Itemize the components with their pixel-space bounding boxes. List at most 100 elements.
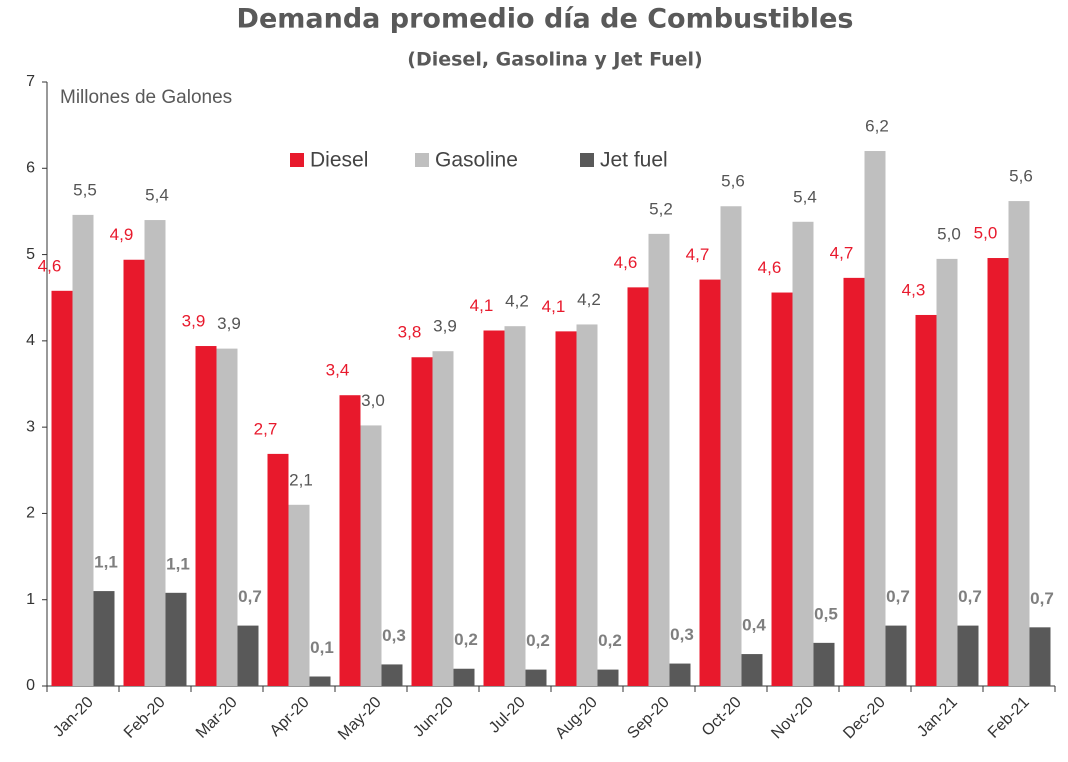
x-tick-label: Jul-20 <box>486 694 529 737</box>
bar <box>813 642 835 686</box>
data-label: 5,4 <box>793 187 817 206</box>
data-label: 5,4 <box>145 186 169 205</box>
data-label: 5,0 <box>937 224 961 243</box>
data-label: 5,2 <box>649 199 673 218</box>
data-label: 0,2 <box>454 630 478 649</box>
data-label: 3,9 <box>217 314 241 333</box>
x-tick-label: Mar-20 <box>193 694 241 742</box>
data-label: 4,2 <box>577 290 601 309</box>
y-tick-label: 0 <box>26 677 35 694</box>
bar <box>987 258 1009 686</box>
bar <box>771 292 793 686</box>
x-tick-label: Feb-21 <box>985 694 1033 742</box>
data-label: 2,1 <box>289 470 313 489</box>
x-tick-label: Jan-20 <box>50 694 97 741</box>
bar <box>669 663 691 686</box>
data-label: 0,1 <box>310 638 334 657</box>
bar <box>432 351 454 686</box>
y-tick-label: 6 <box>26 160 35 177</box>
data-label: 6,2 <box>865 117 889 136</box>
y-tick-label: 4 <box>26 332 35 349</box>
data-label: 1,1 <box>94 553 118 572</box>
x-tick-label: Oct-20 <box>699 694 745 740</box>
data-label: 3,4 <box>326 361 350 380</box>
y-tick-label: 2 <box>26 505 35 522</box>
data-label: 4,7 <box>830 243 854 262</box>
data-label: 0,2 <box>598 631 622 650</box>
x-tick-label: Aug-20 <box>552 694 601 743</box>
data-label: 5,5 <box>73 180 97 199</box>
x-tick-label: Jan-21 <box>914 694 961 741</box>
bar <box>216 348 238 686</box>
bar <box>885 625 907 686</box>
data-label: 0,3 <box>382 626 406 645</box>
data-label: 0,5 <box>814 604 838 623</box>
legend-label: Diesel <box>310 149 368 172</box>
legend-swatch <box>290 153 304 167</box>
bar <box>237 625 259 686</box>
data-label: 4,7 <box>686 245 710 264</box>
data-label: 0,7 <box>958 587 982 606</box>
bar <box>195 346 217 686</box>
data-label: 3,0 <box>361 391 385 410</box>
data-label: 5,6 <box>1009 167 1033 186</box>
data-label: 5,6 <box>721 172 745 191</box>
bar <box>504 326 526 686</box>
bar <box>525 669 547 686</box>
data-label: 4,3 <box>902 280 926 299</box>
bar <box>576 324 598 686</box>
bar <box>843 277 865 686</box>
data-label: 3,8 <box>398 323 422 342</box>
data-label: 4,1 <box>470 296 494 315</box>
bar <box>339 395 361 686</box>
bar <box>165 592 187 686</box>
chart-subtitle: (Diesel, Gasolina y Jet Fuel) <box>407 49 702 71</box>
data-label: 0,7 <box>238 587 262 606</box>
bar <box>597 669 619 686</box>
data-label: 4,9 <box>110 225 134 244</box>
bar <box>123 259 145 686</box>
data-label: 0,3 <box>670 625 694 644</box>
data-label: 1,1 <box>166 554 190 573</box>
bar <box>411 357 433 686</box>
legend-label: Jet fuel <box>600 149 668 172</box>
y-tick-label: 3 <box>26 418 35 435</box>
y-axis-label: Millones de Galones <box>60 87 232 108</box>
bar <box>51 290 73 686</box>
chart-title: Demanda promedio día de Combustibles <box>237 4 854 35</box>
bar <box>792 221 814 687</box>
legend-swatch <box>415 153 429 167</box>
data-label: 3,9 <box>433 317 457 336</box>
bar <box>915 314 937 686</box>
x-tick-label: Nov-20 <box>768 694 817 743</box>
y-tick-label: 7 <box>26 73 35 90</box>
data-label: 4,6 <box>614 253 638 272</box>
data-label: 0,7 <box>1030 589 1054 608</box>
x-tick-label: Jun-20 <box>410 694 457 741</box>
x-tick-label: Dec-20 <box>840 694 889 743</box>
bar <box>699 279 721 686</box>
data-label: 0,2 <box>526 631 550 650</box>
bar <box>741 654 763 686</box>
data-label: 4,6 <box>758 258 782 277</box>
bar <box>936 258 958 686</box>
y-tick-label: 1 <box>26 591 35 608</box>
data-label: 4,2 <box>505 292 529 311</box>
x-tick-label: May-20 <box>335 694 385 744</box>
data-label: 2,7 <box>254 419 278 438</box>
bar <box>1029 627 1051 686</box>
y-tick-label: 5 <box>26 246 35 263</box>
data-label: 4,1 <box>542 297 566 316</box>
data-label: 0,7 <box>886 587 910 606</box>
bar <box>627 287 649 686</box>
bar <box>864 151 886 686</box>
bar <box>144 220 166 687</box>
bar <box>483 330 505 686</box>
x-tick-label: Apr-20 <box>267 694 313 740</box>
bar <box>453 668 475 686</box>
legend-swatch <box>580 153 594 167</box>
bar <box>288 504 310 686</box>
bar <box>72 214 94 686</box>
bar <box>957 625 979 686</box>
